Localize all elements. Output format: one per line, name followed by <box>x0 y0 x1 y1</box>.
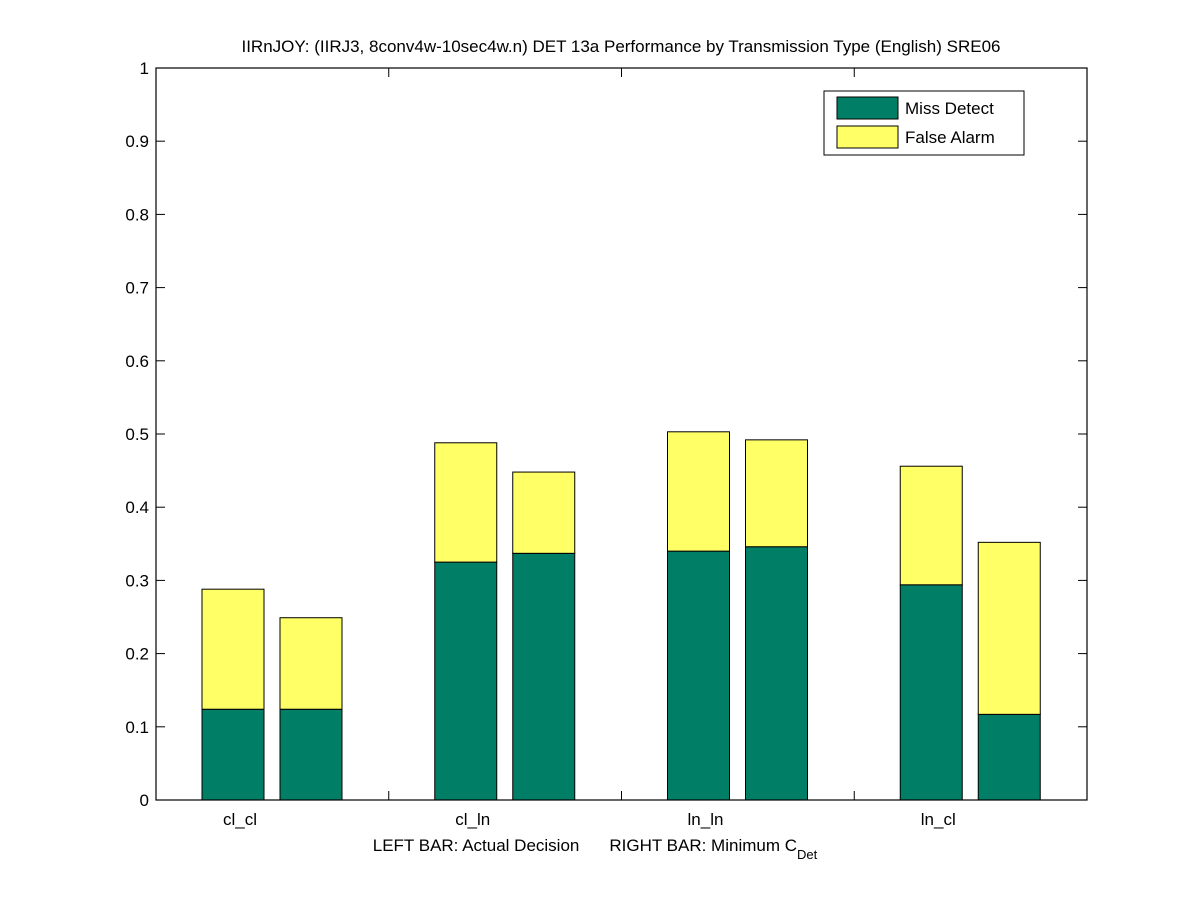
y-tick-label: 0.6 <box>125 352 149 371</box>
bar-ln_ln-right-miss-detect <box>745 546 808 801</box>
bar-cl_ln-right-miss-detect <box>512 552 576 801</box>
bar-ln_cl-right-miss-detect <box>977 713 1041 801</box>
bar-ln_ln-left-miss-detect <box>667 550 730 801</box>
y-tick-label: 1 <box>140 59 149 78</box>
legend-label-miss-detect: Miss Detect <box>905 99 994 118</box>
x-axis: cl_cl cl_ln ln_ln ln_cl <box>223 68 956 829</box>
bar-cl_cl-left-miss-detect <box>201 708 265 801</box>
x-label-right: RIGHT BAR: Minimum C <box>609 836 797 855</box>
bar-cl_cl-left-false-alarm <box>201 588 265 710</box>
y-tick-label: 0.1 <box>125 718 149 737</box>
bar-ln_cl-left-miss-detect <box>899 584 963 801</box>
y-tick-label: 0.9 <box>125 132 149 151</box>
bar-ln_ln-right-false-alarm <box>745 439 808 548</box>
y-tick-label: 0 <box>140 791 149 810</box>
y-tick-label: 0.4 <box>125 498 149 517</box>
bar-ln_cl-right-false-alarm <box>977 541 1041 715</box>
bar-cl_ln-left-false-alarm <box>434 442 498 563</box>
x-tick-label: cl_cl <box>223 810 257 829</box>
y-tick-label: 0.5 <box>125 425 149 444</box>
x-label-left: LEFT BAR: Actual Decision <box>373 836 580 855</box>
y-axis: 0 0.1 0.2 0.3 0.4 0.5 0.6 0.7 0.8 0.9 1 <box>125 59 1087 810</box>
legend-swatch-false-alarm <box>836 125 899 149</box>
y-tick-label: 0.8 <box>125 205 149 224</box>
y-tick-label: 0.7 <box>125 279 149 298</box>
bar-ln_ln-left-false-alarm <box>667 431 730 552</box>
bar-cl_cl-right-false-alarm <box>279 617 343 710</box>
y-tick-label: 0.3 <box>125 571 149 590</box>
x-label-subscript: Det <box>797 847 818 862</box>
legend-label-false-alarm: False Alarm <box>905 128 995 147</box>
bar-cl_ln-right-false-alarm <box>512 471 576 554</box>
bar-cl_ln-left-miss-detect <box>434 561 498 801</box>
bar-ln_cl-left-false-alarm <box>899 465 963 586</box>
x-tick-label: cl_ln <box>455 810 490 829</box>
chart-title: IIRnJOY: (IIRJ3, 8conv4w-10sec4w.n) DET … <box>241 37 1000 56</box>
x-axis-label: LEFT BAR: Actual Decision RIGHT BAR: Mini… <box>373 836 818 862</box>
x-tick-label: ln_ln <box>688 810 724 829</box>
bars-group <box>201 431 1041 801</box>
y-tick-label: 0.2 <box>125 645 149 664</box>
legend: Miss Detect False Alarm <box>823 90 1025 156</box>
bar-cl_cl-right-miss-detect <box>279 708 343 801</box>
legend-swatch-miss-detect <box>836 96 899 120</box>
x-tick-label: ln_cl <box>921 810 956 829</box>
